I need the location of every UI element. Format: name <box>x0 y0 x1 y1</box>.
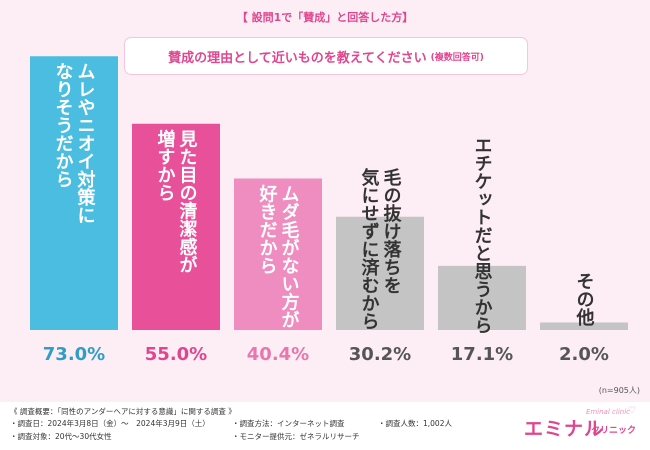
survey-overview-footer: 《 調査概要：「同性のアンダーヘアに対する意識」に関する調査 》 調査日：202… <box>0 402 650 450</box>
value-label-6: 2.0% <box>559 344 609 365</box>
clinic-logo: Eminal clinic ♡ エミナル クリニック <box>486 406 636 442</box>
survey-count: 調査人数：1,002人 <box>378 418 452 429</box>
value-label-5: 17.1% <box>451 344 513 365</box>
question-text: 賛成の理由として近いものを教えてください <box>168 50 427 66</box>
value-label-1: 73.0% <box>43 344 105 365</box>
survey-target: 調査対象：20代〜30代女性 <box>10 431 112 442</box>
survey-question-header: 【 設問1で「賛成」と回答した方】 <box>236 11 414 24</box>
category-label-6: その他 <box>574 272 596 326</box>
overview-title: 《 調査概要：「同性のアンダーヘアに対する意識」に関する調査 》 <box>10 407 236 416</box>
bar-1 <box>30 56 118 330</box>
logo-main-text: エミナル <box>523 418 604 440</box>
category-label-3-line-2: 好きだから <box>257 183 279 274</box>
question-box: 賛成の理由として近いものを教えてください (複数回答可) <box>124 37 528 75</box>
value-label-2: 55.0% <box>145 344 207 365</box>
category-label-4-line-2: 気にせずに済むから <box>359 167 380 330</box>
category-label-4-line-1: 毛の抜け落ちを <box>381 167 402 294</box>
logo-english: Eminal clinic <box>585 408 630 416</box>
category-label-5: エチケットだと思うから <box>472 136 493 334</box>
value-label-3: 40.4% <box>247 344 309 365</box>
bar-3 <box>234 178 322 330</box>
bar-5 <box>438 265 526 330</box>
survey-provider: モニター提供元：ゼネラルリサーチ <box>232 431 360 442</box>
survey-date: 調査日：2024年3月8日（金）〜 2024年3月9日（土） <box>10 418 210 429</box>
bar-4 <box>336 216 424 330</box>
category-label-3-line-1: ムダ毛がない方が <box>279 185 300 329</box>
category-label-1-line-2: なりそうだから <box>53 62 74 188</box>
category-label-2-line-2: 増すから <box>155 129 176 202</box>
category-label-1-line-1: ムレやニオイ対策に <box>75 62 97 224</box>
heart-icon: ♡ <box>627 406 636 416</box>
question-note: (複数回答可) <box>430 52 484 63</box>
logo-sub-text: クリニック <box>590 426 636 436</box>
bar-6 <box>540 322 628 330</box>
sample-size-note: (n=905人) <box>598 386 640 395</box>
value-label-4: 30.2% <box>349 344 411 365</box>
bar-2 <box>132 123 220 330</box>
category-label-2-line-1: 見た目の清潔感が <box>177 130 199 274</box>
survey-method: 調査方法：インターネット調査 <box>232 418 345 429</box>
